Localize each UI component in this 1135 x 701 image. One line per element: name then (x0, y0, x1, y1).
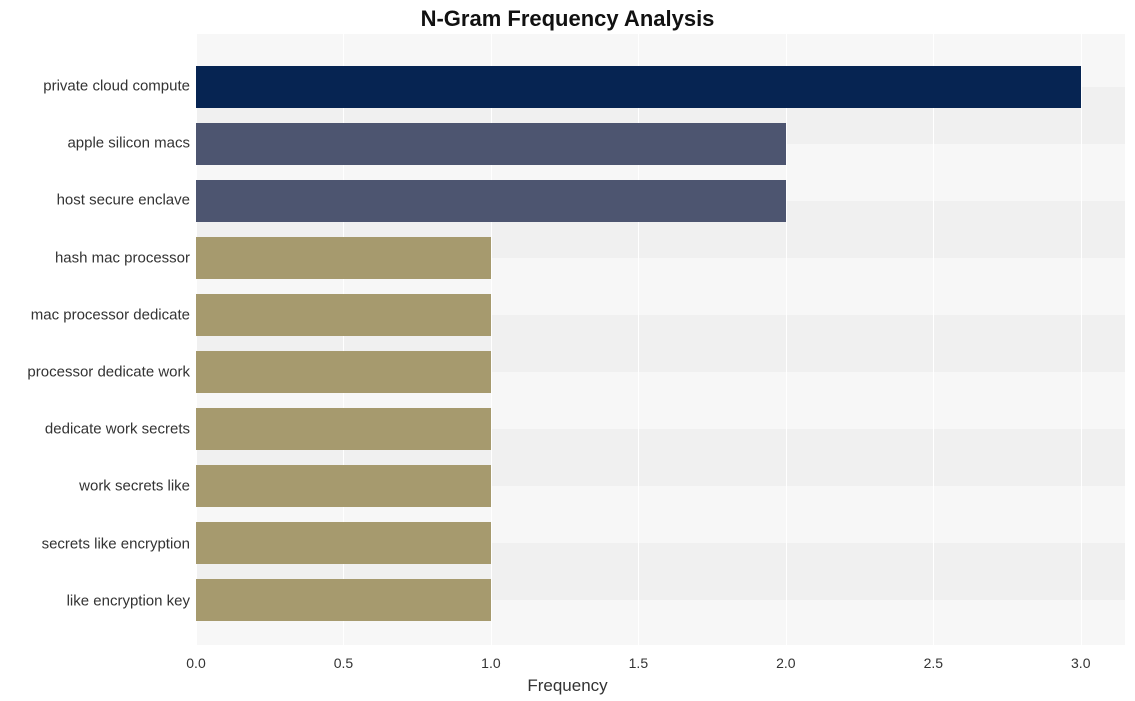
bar (196, 123, 786, 165)
gridline (786, 34, 787, 645)
bar (196, 408, 491, 450)
gridline (933, 34, 934, 645)
bar (196, 351, 491, 393)
y-tick-label: processor dedicate work (27, 364, 190, 381)
y-tick-label: hash mac processor (55, 250, 190, 267)
y-tick-label: private cloud compute (43, 78, 190, 95)
plot-area (196, 34, 1125, 645)
y-tick-label: dedicate work secrets (45, 421, 190, 438)
ngram-frequency-chart: N-Gram Frequency Analysis private cloud … (0, 0, 1135, 701)
y-tick-label: secrets like encryption (42, 536, 190, 553)
x-tick-label: 1.0 (481, 655, 500, 671)
bar (196, 180, 786, 222)
x-tick-label: 0.0 (186, 655, 205, 671)
y-tick-label: apple silicon macs (67, 135, 190, 152)
x-tick-label: 3.0 (1071, 655, 1090, 671)
y-tick-label: mac processor dedicate (31, 307, 190, 324)
x-tick-label: 2.0 (776, 655, 795, 671)
bar (196, 294, 491, 336)
x-tick-label: 2.5 (924, 655, 943, 671)
x-tick-label: 0.5 (334, 655, 353, 671)
x-axis-label: Frequency (0, 676, 1135, 696)
bar (196, 579, 491, 621)
y-tick-label: host secure enclave (57, 192, 190, 209)
bar (196, 522, 491, 564)
x-tick-label: 1.5 (629, 655, 648, 671)
bar (196, 465, 491, 507)
bar (196, 66, 1081, 108)
y-tick-label: like encryption key (67, 593, 190, 610)
gridline (1081, 34, 1082, 645)
bar (196, 237, 491, 279)
y-tick-label: work secrets like (79, 478, 190, 495)
chart-title: N-Gram Frequency Analysis (0, 6, 1135, 32)
